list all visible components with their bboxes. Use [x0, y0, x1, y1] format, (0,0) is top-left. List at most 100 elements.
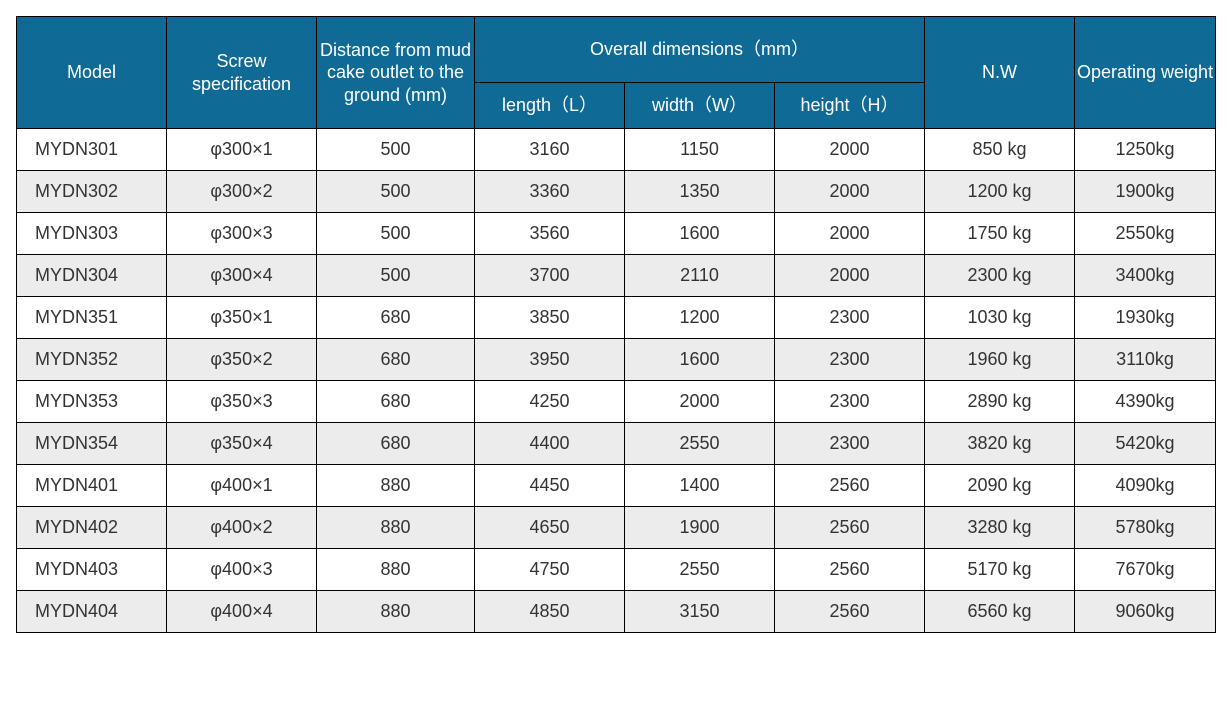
table-row: MYDN353φ350×36804250200023002890 kg4390k…: [17, 381, 1216, 423]
cell-distance: 500: [317, 129, 475, 171]
table-row: MYDN354φ350×46804400255023003820 kg5420k…: [17, 423, 1216, 465]
cell-model: MYDN301: [17, 129, 167, 171]
cell-height: 2560: [775, 465, 925, 507]
cell-nw: 1960 kg: [925, 339, 1075, 381]
spec-table: Model Screw specification Distance from …: [16, 16, 1216, 633]
table-row: MYDN351φ350×16803850120023001030 kg1930k…: [17, 297, 1216, 339]
cell-width: 3150: [625, 591, 775, 633]
cell-opweight: 5780kg: [1075, 507, 1216, 549]
cell-distance: 500: [317, 255, 475, 297]
cell-nw: 1030 kg: [925, 297, 1075, 339]
cell-height: 2000: [775, 255, 925, 297]
table-row: MYDN301φ300×1500316011502000850 kg1250kg: [17, 129, 1216, 171]
cell-distance: 680: [317, 381, 475, 423]
cell-model: MYDN404: [17, 591, 167, 633]
cell-nw: 3820 kg: [925, 423, 1075, 465]
cell-opweight: 4390kg: [1075, 381, 1216, 423]
cell-width: 2550: [625, 423, 775, 465]
cell-height: 2560: [775, 507, 925, 549]
table-row: MYDN403φ400×38804750255025605170 kg7670k…: [17, 549, 1216, 591]
cell-length: 4750: [475, 549, 625, 591]
cell-nw: 5170 kg: [925, 549, 1075, 591]
cell-width: 2110: [625, 255, 775, 297]
cell-width: 1600: [625, 339, 775, 381]
cell-height: 2560: [775, 549, 925, 591]
cell-nw: 1200 kg: [925, 171, 1075, 213]
cell-height: 2000: [775, 171, 925, 213]
cell-nw: 850 kg: [925, 129, 1075, 171]
cell-height: 2300: [775, 381, 925, 423]
cell-width: 1350: [625, 171, 775, 213]
cell-screw: φ400×1: [167, 465, 317, 507]
table-header: Model Screw specification Distance from …: [17, 17, 1216, 129]
cell-distance: 680: [317, 339, 475, 381]
cell-model: MYDN402: [17, 507, 167, 549]
cell-length: 4250: [475, 381, 625, 423]
cell-opweight: 2550kg: [1075, 213, 1216, 255]
cell-distance: 500: [317, 213, 475, 255]
table-row: MYDN402φ400×28804650190025603280 kg5780k…: [17, 507, 1216, 549]
cell-screw: φ300×1: [167, 129, 317, 171]
cell-opweight: 9060kg: [1075, 591, 1216, 633]
cell-nw: 6560 kg: [925, 591, 1075, 633]
table-row: MYDN302φ300×25003360135020001200 kg1900k…: [17, 171, 1216, 213]
cell-screw: φ300×4: [167, 255, 317, 297]
col-dimensions: Overall dimensions（mm）: [475, 17, 925, 83]
cell-nw: 1750 kg: [925, 213, 1075, 255]
cell-opweight: 3110kg: [1075, 339, 1216, 381]
col-screw: Screw specification: [167, 17, 317, 129]
cell-width: 2000: [625, 381, 775, 423]
cell-width: 1400: [625, 465, 775, 507]
cell-height: 2000: [775, 213, 925, 255]
cell-screw: φ300×2: [167, 171, 317, 213]
col-opweight: Operating weight: [1075, 17, 1216, 129]
cell-width: 2550: [625, 549, 775, 591]
cell-screw: φ350×2: [167, 339, 317, 381]
cell-length: 4850: [475, 591, 625, 633]
cell-nw: 2300 kg: [925, 255, 1075, 297]
cell-screw: φ400×4: [167, 591, 317, 633]
cell-length: 3850: [475, 297, 625, 339]
cell-model: MYDN351: [17, 297, 167, 339]
cell-screw: φ400×3: [167, 549, 317, 591]
cell-model: MYDN401: [17, 465, 167, 507]
cell-model: MYDN303: [17, 213, 167, 255]
cell-opweight: 1930kg: [1075, 297, 1216, 339]
cell-height: 2300: [775, 297, 925, 339]
cell-height: 2560: [775, 591, 925, 633]
col-distance: Distance from mud cake outlet to the gro…: [317, 17, 475, 129]
cell-length: 4450: [475, 465, 625, 507]
cell-opweight: 1900kg: [1075, 171, 1216, 213]
col-width: width（W）: [625, 83, 775, 129]
cell-model: MYDN302: [17, 171, 167, 213]
cell-opweight: 3400kg: [1075, 255, 1216, 297]
cell-distance: 880: [317, 465, 475, 507]
cell-model: MYDN354: [17, 423, 167, 465]
table-row: MYDN303φ300×35003560160020001750 kg2550k…: [17, 213, 1216, 255]
cell-distance: 880: [317, 549, 475, 591]
cell-width: 1900: [625, 507, 775, 549]
cell-model: MYDN304: [17, 255, 167, 297]
cell-distance: 680: [317, 423, 475, 465]
table-row: MYDN401φ400×18804450140025602090 kg4090k…: [17, 465, 1216, 507]
cell-distance: 880: [317, 591, 475, 633]
table-body: MYDN301φ300×1500316011502000850 kg1250kg…: [17, 129, 1216, 633]
cell-opweight: 7670kg: [1075, 549, 1216, 591]
cell-length: 3700: [475, 255, 625, 297]
cell-length: 4400: [475, 423, 625, 465]
cell-nw: 2890 kg: [925, 381, 1075, 423]
table-row: MYDN404φ400×48804850315025606560 kg9060k…: [17, 591, 1216, 633]
col-height: height（H）: [775, 83, 925, 129]
cell-model: MYDN352: [17, 339, 167, 381]
cell-length: 3160: [475, 129, 625, 171]
cell-height: 2300: [775, 423, 925, 465]
cell-length: 3560: [475, 213, 625, 255]
cell-length: 4650: [475, 507, 625, 549]
cell-model: MYDN353: [17, 381, 167, 423]
table-row: MYDN304φ300×45003700211020002300 kg3400k…: [17, 255, 1216, 297]
cell-nw: 2090 kg: [925, 465, 1075, 507]
cell-distance: 880: [317, 507, 475, 549]
cell-width: 1200: [625, 297, 775, 339]
cell-length: 3950: [475, 339, 625, 381]
cell-screw: φ350×1: [167, 297, 317, 339]
